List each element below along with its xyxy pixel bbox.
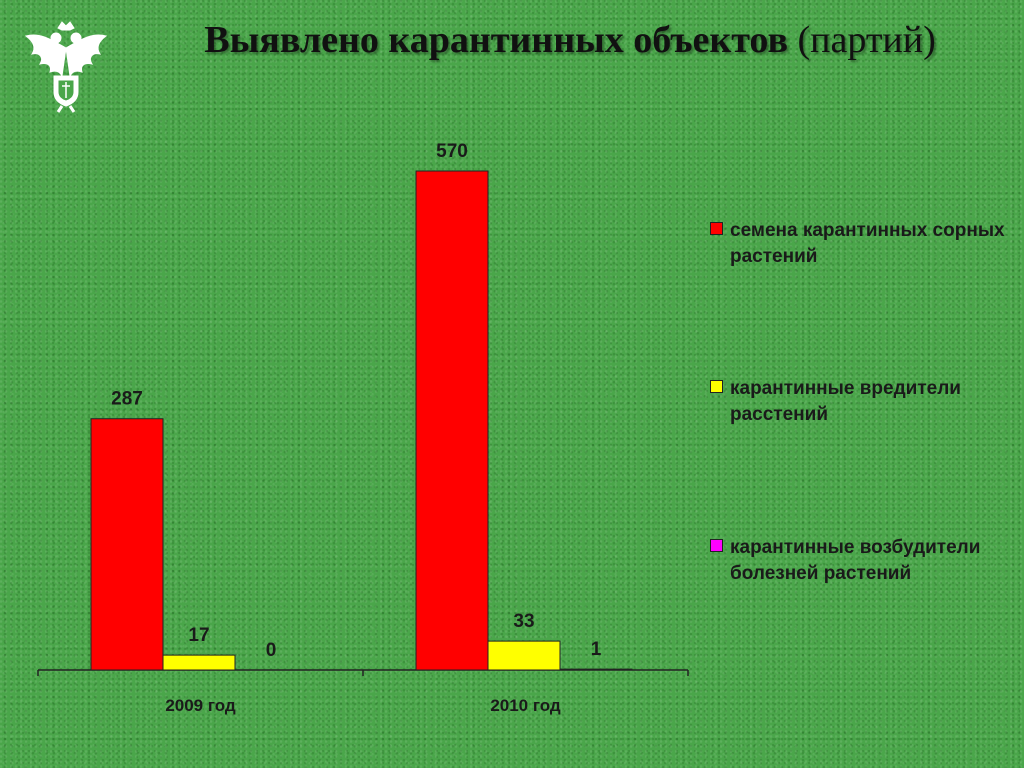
bar-2-1 bbox=[162, 654, 236, 671]
legend-label: карантинные вредители расстений bbox=[730, 378, 961, 425]
data-label: 1 bbox=[591, 639, 602, 660]
chart-title: Выявлено карантинных объектов (партий) bbox=[130, 18, 1010, 62]
bar-1-2 bbox=[415, 170, 489, 671]
data-label: 0 bbox=[266, 640, 277, 661]
data-label: 570 bbox=[436, 141, 468, 162]
legend-label: семена карантинных сорных растений bbox=[730, 220, 1005, 267]
legend-swatch bbox=[710, 380, 723, 393]
bar-1-1 bbox=[90, 418, 164, 671]
emblem-icon bbox=[22, 18, 110, 114]
title-main: Выявлено карантинных объектов bbox=[204, 19, 788, 61]
x-tick-label: 2010 год bbox=[490, 696, 561, 715]
data-label: 17 bbox=[188, 625, 209, 646]
data-label: 287 bbox=[111, 389, 143, 410]
title-sub: (партий) bbox=[797, 19, 936, 61]
legend-label: карантинные возбудители болезней растени… bbox=[730, 537, 981, 584]
legend-swatch bbox=[710, 222, 723, 235]
data-label: 33 bbox=[513, 611, 534, 632]
bar-chart: 287 17 0 2009 год 570 33 1 2010 год bbox=[37, 141, 689, 715]
bar-2-2 bbox=[487, 640, 561, 671]
bar-3-2 bbox=[559, 668, 633, 671]
x-tick-label: 2009 год bbox=[165, 696, 236, 715]
chart-legend: семена карантинных сорных растений карант… bbox=[708, 0, 1018, 768]
legend-swatch bbox=[710, 539, 723, 552]
